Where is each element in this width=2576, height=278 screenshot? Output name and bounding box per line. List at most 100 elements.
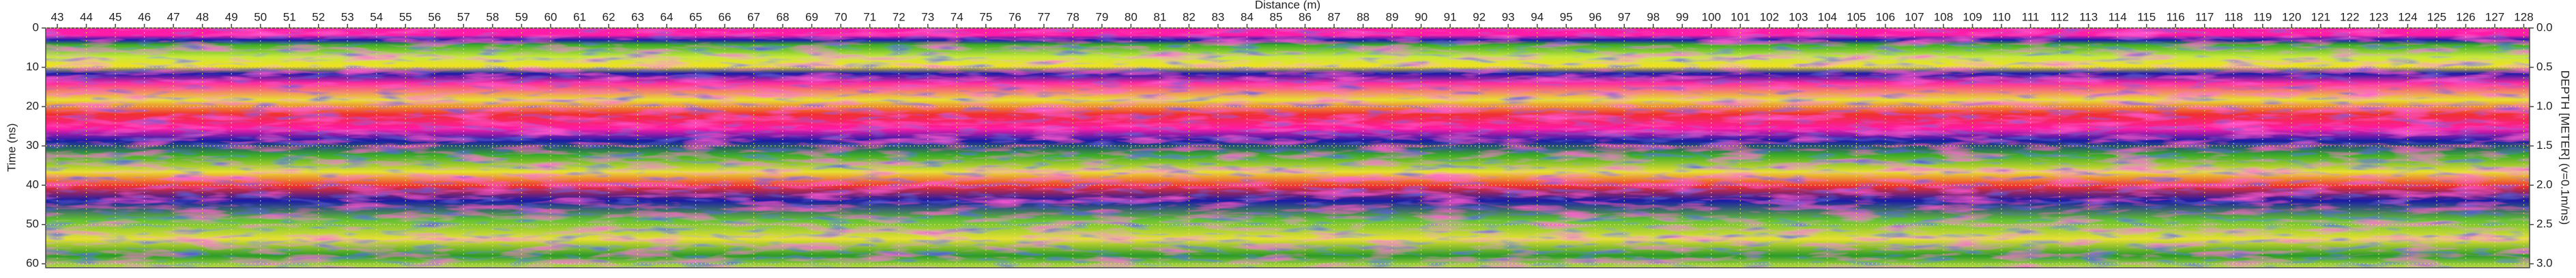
x-tick-label: 74 (951, 10, 964, 23)
y2-tick-label: 1.5 (2536, 139, 2553, 152)
radargram-image (46, 28, 2530, 268)
x-tick-label: 52 (312, 10, 325, 23)
x-tick-label: 108 (1934, 10, 1953, 23)
x-tick-label: 50 (254, 10, 267, 23)
x-tick-label: 56 (428, 10, 441, 23)
x-tick-label: 104 (1818, 10, 1837, 23)
y2-tick-label: 0.5 (2536, 60, 2553, 73)
y2-tick-label: 2.0 (2536, 178, 2553, 191)
x-tick-label: 113 (2079, 10, 2098, 23)
x-tick-label: 79 (1095, 10, 1108, 23)
x-tick-label: 77 (1037, 10, 1050, 23)
x-tick-label: 68 (777, 10, 790, 23)
x-tick-label: 70 (835, 10, 848, 23)
x-tick-label: 60 (544, 10, 557, 23)
x-tick-label: 100 (1702, 10, 1721, 23)
x-tick-label: 69 (805, 10, 818, 23)
x-tick-label: 117 (2195, 10, 2214, 23)
x-tick-label: 125 (2427, 10, 2446, 23)
x-tick-label: 84 (1241, 10, 1254, 23)
x-tick-label: 101 (1731, 10, 1750, 23)
y-axis-title: Time (ns) (5, 123, 18, 171)
y-tick-label: 0 (33, 20, 39, 33)
x-tick-label: 86 (1299, 10, 1312, 23)
y2-tick-label: 3.0 (2536, 257, 2553, 270)
y-tick-label: 20 (26, 100, 39, 113)
y-tick-label: 40 (26, 178, 39, 191)
x-tick-label: 121 (2311, 10, 2330, 23)
x-tick-label: 57 (457, 10, 470, 23)
x-tick-label: 49 (225, 10, 238, 23)
x-tick-label: 81 (1153, 10, 1166, 23)
y-tick-label: 50 (26, 217, 39, 230)
y-tick-label: 10 (26, 60, 39, 73)
x-tick-label: 128 (2514, 10, 2533, 23)
x-tick-label: 75 (979, 10, 992, 23)
x-tick-label: 124 (2398, 10, 2417, 23)
x-tick-label: 65 (689, 10, 702, 23)
x-tick-label: 90 (1415, 10, 1428, 23)
x-tick-label: 96 (1589, 10, 1602, 23)
x-tick-label: 43 (51, 10, 64, 23)
x-tick-label: 94 (1531, 10, 1544, 23)
x-tick-label: 54 (370, 10, 383, 23)
x-tick-label: 88 (1357, 10, 1370, 23)
x-tick-label: 102 (1760, 10, 1779, 23)
x-tick-label: 109 (1963, 10, 1982, 23)
x-tick-label: 126 (2456, 10, 2475, 23)
x-tick-label: 95 (1560, 10, 1573, 23)
x-tick-label: 62 (602, 10, 615, 23)
x-tick-label: 67 (747, 10, 760, 23)
x-tick-label: 45 (109, 10, 122, 23)
x-tick-label: 99 (1676, 10, 1689, 23)
x-tick-label: 127 (2485, 10, 2504, 23)
x-axis-title: Distance (m) (1255, 0, 1320, 11)
x-tick-label: 61 (573, 10, 586, 23)
x-tick-label: 116 (2167, 10, 2185, 23)
y2-tick-label: 1.0 (2536, 100, 2553, 113)
x-tick-label: 112 (2051, 10, 2069, 23)
x-tick-label: 98 (1647, 10, 1660, 23)
x-tick-label: 76 (1009, 10, 1022, 23)
x-tick-label: 119 (2253, 10, 2272, 23)
y2-axis-title: DEPTH [METER] (v=0.1m/ns) (2559, 70, 2572, 225)
x-tick-label: 82 (1183, 10, 1196, 23)
x-tick-label: 91 (1444, 10, 1457, 23)
x-tick-label: 71 (863, 10, 876, 23)
x-tick-label: 48 (196, 10, 209, 23)
x-tick-label: 87 (1328, 10, 1341, 23)
x-tick-label: 97 (1618, 10, 1631, 23)
x-tick-label: 44 (80, 10, 93, 23)
x-tick-label: 120 (2282, 10, 2301, 23)
x-tick-label: 123 (2369, 10, 2388, 23)
x-tick-label: 115 (2137, 10, 2156, 23)
x-tick-label: 47 (167, 10, 180, 23)
x-tick-label: 89 (1386, 10, 1399, 23)
x-tick-label: 63 (631, 10, 644, 23)
x-tick-label: 110 (1993, 10, 2011, 23)
x-tick-label: 92 (1473, 10, 1486, 23)
y-tick-label: 60 (26, 257, 39, 270)
x-tick-label: 106 (1876, 10, 1895, 23)
x-tick-label: 103 (1789, 10, 1808, 23)
x-tick-label: 73 (921, 10, 934, 23)
y-tick-label: 30 (26, 139, 39, 152)
x-tick-label: 59 (515, 10, 528, 23)
x-tick-label: 118 (2225, 10, 2243, 23)
x-tick-label: 80 (1125, 10, 1138, 23)
x-tick-label: 111 (2022, 10, 2040, 23)
x-tick-label: 78 (1067, 10, 1080, 23)
x-tick-label: 107 (1905, 10, 1924, 23)
x-tick-label: 64 (661, 10, 674, 23)
x-tick-label: 85 (1270, 10, 1283, 23)
x-tick-label: 105 (1847, 10, 1866, 23)
x-tick-label: 53 (341, 10, 354, 23)
x-tick-label: 46 (138, 10, 151, 23)
x-tick-label: 72 (893, 10, 906, 23)
x-tick-label: 93 (1502, 10, 1515, 23)
x-tick-label: 122 (2340, 10, 2359, 23)
x-tick-label: 66 (719, 10, 732, 23)
x-tick-label: 83 (1211, 10, 1224, 23)
